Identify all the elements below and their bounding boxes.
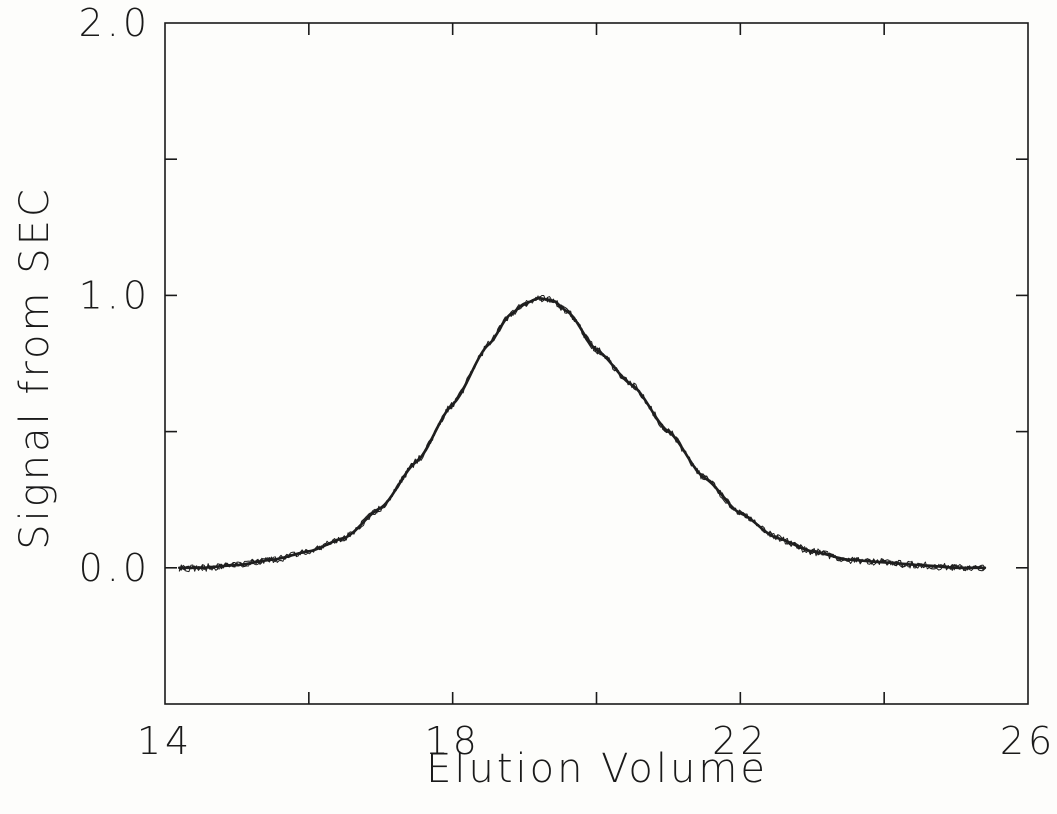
data-point bbox=[523, 302, 526, 305]
data-point bbox=[271, 558, 275, 561]
x-axis-title: Elution Volume bbox=[426, 746, 768, 792]
plot-frame-rect bbox=[164, 22, 1029, 705]
data-point bbox=[343, 536, 346, 540]
data-point bbox=[178, 566, 181, 569]
data-point bbox=[199, 566, 203, 569]
data-point bbox=[667, 430, 670, 433]
data-point bbox=[487, 343, 490, 346]
plot-frame bbox=[164, 22, 1029, 705]
data-point bbox=[509, 313, 512, 316]
x-tick-label: 18 bbox=[424, 719, 480, 763]
x-tick-label: 22 bbox=[712, 719, 768, 763]
series-trace bbox=[178, 296, 986, 572]
y-axis-title: Signal from SEC bbox=[12, 186, 58, 550]
data-point bbox=[775, 536, 778, 540]
series-trace bbox=[178, 295, 986, 571]
data-point bbox=[307, 550, 311, 553]
data-point bbox=[379, 506, 382, 510]
data-point bbox=[235, 563, 239, 567]
x-tick-label: 26 bbox=[1000, 719, 1056, 763]
data-point bbox=[537, 296, 541, 300]
y-tick-label: 0.0 bbox=[79, 546, 151, 590]
data-point bbox=[882, 561, 886, 564]
x-tick-label: 14 bbox=[137, 719, 193, 763]
data-point bbox=[631, 384, 634, 387]
data-point bbox=[552, 299, 555, 303]
series-group bbox=[178, 295, 987, 573]
data-point bbox=[703, 476, 706, 480]
data-point bbox=[415, 460, 418, 463]
data-point bbox=[595, 348, 598, 352]
series-trace bbox=[178, 295, 986, 573]
data-point bbox=[918, 563, 922, 567]
x-axis-ticks: 14 18 22 26 bbox=[137, 23, 1056, 763]
data-point bbox=[566, 310, 569, 313]
y-axis-ticks: 0.0 1.0 2.0 bbox=[79, 1, 1028, 590]
data-point bbox=[739, 512, 742, 515]
data-point bbox=[811, 550, 814, 553]
series-line bbox=[178, 296, 987, 570]
data-point bbox=[983, 566, 987, 569]
data-point bbox=[954, 566, 958, 569]
data-point bbox=[847, 558, 850, 561]
data-point bbox=[451, 403, 454, 406]
y-tick-label: 2.0 bbox=[79, 1, 151, 45]
y-tick-label: 1.0 bbox=[79, 273, 151, 317]
